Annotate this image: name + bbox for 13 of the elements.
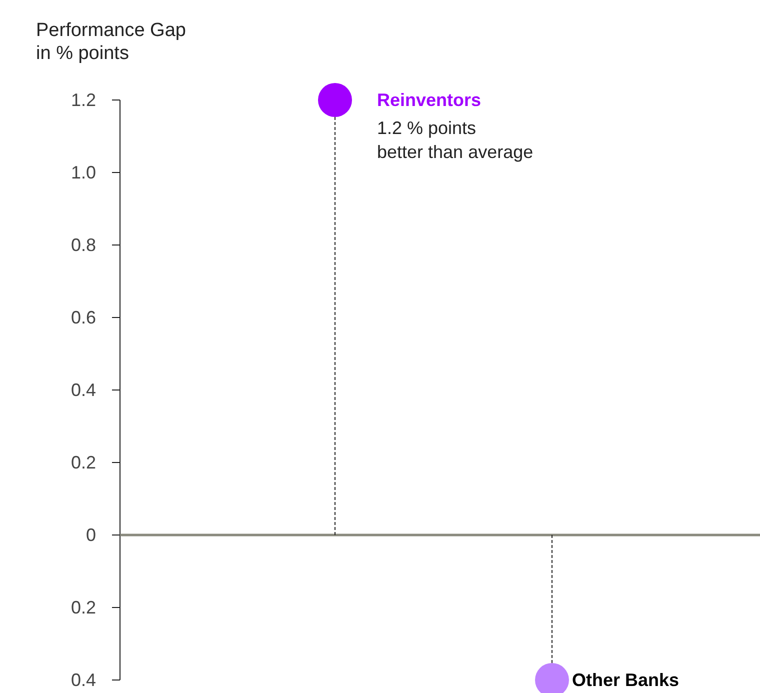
y-tick-label: 1.0 [70,162,96,182]
y-tick-label: 0.8 [70,235,96,255]
x-tick-label: Reinventors [377,90,482,110]
annotation: 1.2 % points better than average [377,118,534,162]
y-tick-label: 0.2 [70,452,96,472]
y-tick-label: 0.4 [70,670,96,690]
y-tick-label: 0 [86,525,96,545]
y-tick-label: 0.4 [70,380,96,400]
y-tick-label: 0.2 [70,598,96,618]
y-axis-title: Performance Gap in % points [36,20,186,64]
y-tick-label: 0.6 [70,308,96,328]
x-tick-label: Other Banks [572,670,680,690]
y-tick-label: 1.2 [70,90,96,110]
